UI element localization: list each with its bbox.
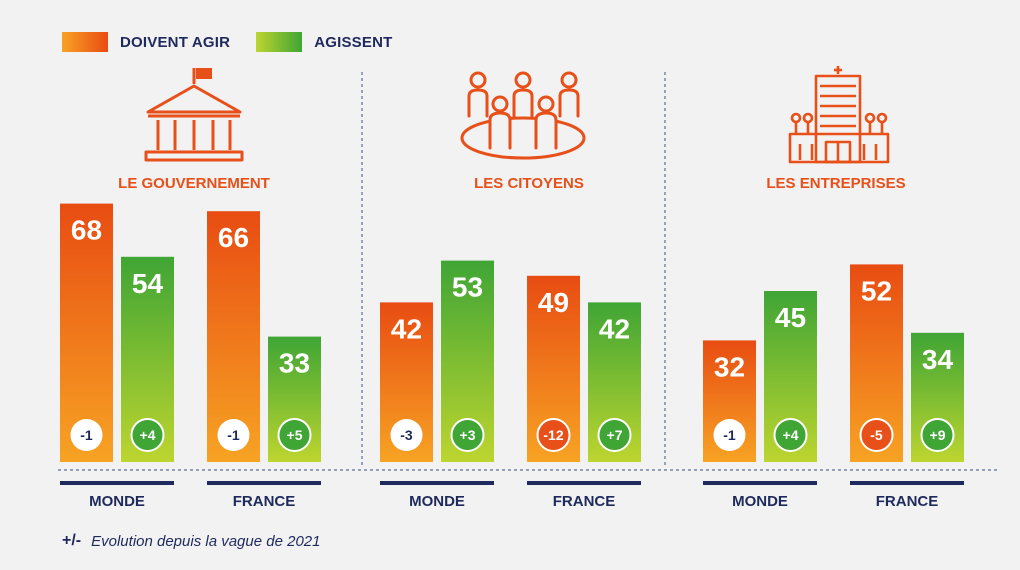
- evolution-badge: [450, 418, 485, 452]
- evolution-badge: [536, 418, 571, 452]
- legend: DOIVENT AGIR AGISSENT: [62, 32, 418, 52]
- evolution-badge-label: -1: [723, 427, 736, 443]
- group-title: LES CITOYENS: [474, 175, 584, 192]
- bar-value-label: 49: [538, 287, 569, 318]
- category-label: FRANCE: [233, 493, 296, 510]
- evolution-badge: [277, 418, 312, 452]
- bar-value-label: 54: [132, 268, 164, 299]
- bar-value-label: 32: [714, 351, 745, 382]
- bar-value-label: 33: [279, 348, 310, 379]
- footnote-symbol: +/-: [62, 532, 82, 549]
- legend-swatch-doivent-agir: [62, 32, 108, 52]
- government-building-icon: [144, 68, 244, 162]
- legend-swatch-agissent: [256, 32, 303, 52]
- bar-value-label: 68: [71, 215, 102, 246]
- evolution-badge-label: -5: [870, 427, 883, 443]
- bar-value-label: 42: [599, 313, 630, 344]
- company-building-icon: [788, 66, 890, 164]
- evolution-badge: [217, 419, 250, 451]
- category-label: MONDE: [409, 493, 465, 510]
- evolution-badge-label: -1: [80, 427, 93, 443]
- legend-item-agissent: AGISSENT: [256, 32, 392, 52]
- evolution-badge: [597, 418, 632, 452]
- evolution-badge: [130, 418, 165, 452]
- category-underline: [850, 481, 964, 485]
- evolution-badge-label: +7: [607, 427, 623, 443]
- bar-value-label: 34: [922, 344, 954, 375]
- category-label: FRANCE: [553, 493, 616, 510]
- bar-doivent-agir: [60, 203, 113, 462]
- evolution-badge-label: -1: [227, 427, 240, 443]
- bar-value-label: 52: [861, 275, 892, 306]
- category-underline: [207, 481, 321, 485]
- footnote-text: Evolution depuis la vague de 2021: [91, 532, 321, 550]
- evolution-badge-label: -12: [543, 427, 563, 443]
- category-underline: [60, 481, 174, 485]
- category-label: MONDE: [89, 493, 145, 510]
- bar-value-label: 66: [218, 222, 249, 253]
- legend-item-doivent-agir: DOIVENT AGIR: [62, 32, 230, 52]
- group-title: LE GOUVERNEMENT: [118, 175, 270, 192]
- evolution-badge: [920, 418, 955, 452]
- evolution-badge-label: +4: [140, 427, 156, 443]
- evolution-badge: [713, 419, 746, 451]
- footnote: +/- Evolution depuis la vague de 2021: [62, 532, 320, 550]
- category-underline: [703, 481, 817, 485]
- bar-value-label: 53: [452, 272, 483, 303]
- evolution-badge-label: +4: [783, 427, 799, 443]
- bar-value-label: 45: [775, 302, 806, 333]
- legend-label-doivent-agir: DOIVENT AGIR: [120, 33, 231, 51]
- evolution-badge: [390, 419, 423, 451]
- category-underline: [380, 481, 494, 485]
- evolution-badge-label: +3: [460, 427, 476, 443]
- evolution-badge: [70, 419, 103, 451]
- category-label: MONDE: [732, 493, 788, 510]
- legend-label-agissent: AGISSENT: [314, 33, 393, 51]
- group-title: LES ENTREPRISES: [766, 175, 905, 192]
- evolution-badge: [859, 418, 894, 452]
- evolution-badge-label: +9: [930, 427, 946, 443]
- evolution-badge-label: -3: [400, 427, 413, 443]
- bar-value-label: 42: [391, 313, 422, 344]
- evolution-badge: [773, 418, 808, 452]
- category-underline: [527, 481, 641, 485]
- category-label: FRANCE: [876, 493, 939, 510]
- citizens-group-icon: [460, 71, 586, 160]
- evolution-badge-label: +5: [287, 427, 303, 443]
